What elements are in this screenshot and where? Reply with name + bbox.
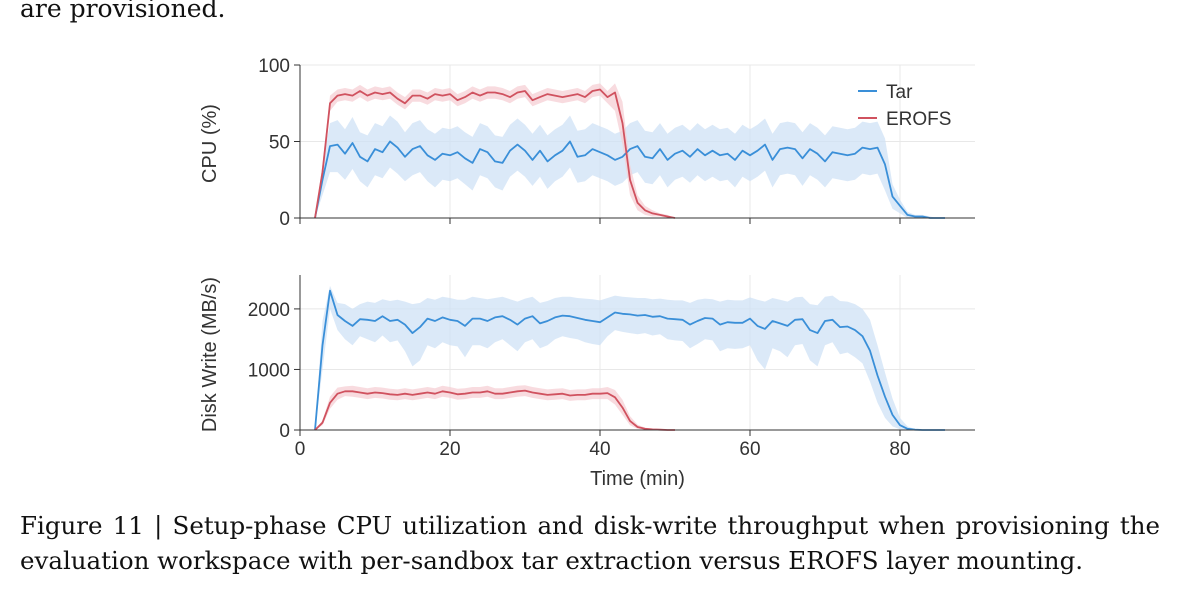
legend-label-erofs: EROFS	[886, 109, 951, 130]
y-tick-label: 0	[279, 421, 290, 442]
y-axis-label: CPU (%)	[199, 104, 221, 183]
x-tick-label: 0	[295, 439, 306, 460]
legend-label-tar: Tar	[886, 82, 913, 103]
legend: Tar EROFS	[858, 82, 951, 130]
chart-panel-2: 0 1000 2000 Disk Write (MB/s) 0 20 40 60 80 Time …	[199, 275, 975, 490]
y-tick-label: 0	[279, 209, 290, 230]
series-band-erofs	[315, 385, 675, 430]
x-tick-label: 40	[589, 439, 610, 460]
y-tick-label: 1000	[248, 360, 290, 381]
chart-panel-1: 0 50 100 CPU (%)	[199, 56, 975, 230]
y-tick-label: 50	[269, 133, 290, 154]
x-tick-label: 60	[739, 439, 760, 460]
lead-text: are provisioned.	[20, 0, 226, 23]
series-line-erofs	[314, 389, 675, 431]
y-axis-label: Disk Write (MB/s)	[199, 277, 221, 432]
y-tick-label: 100	[258, 56, 290, 77]
y-tick-label: 2000	[248, 300, 290, 321]
series-line-erofs	[314, 88, 676, 219]
x-axis-label: Time (min)	[590, 468, 685, 490]
x-tick-label: 20	[439, 439, 460, 460]
series-band-tar	[315, 285, 945, 430]
figure-caption: Figure 11 | Setup-phase CPU utilization …	[20, 511, 1160, 575]
series-line-tar	[314, 289, 945, 431]
series-line-tar	[314, 140, 945, 219]
x-tick-label: 80	[889, 439, 910, 460]
